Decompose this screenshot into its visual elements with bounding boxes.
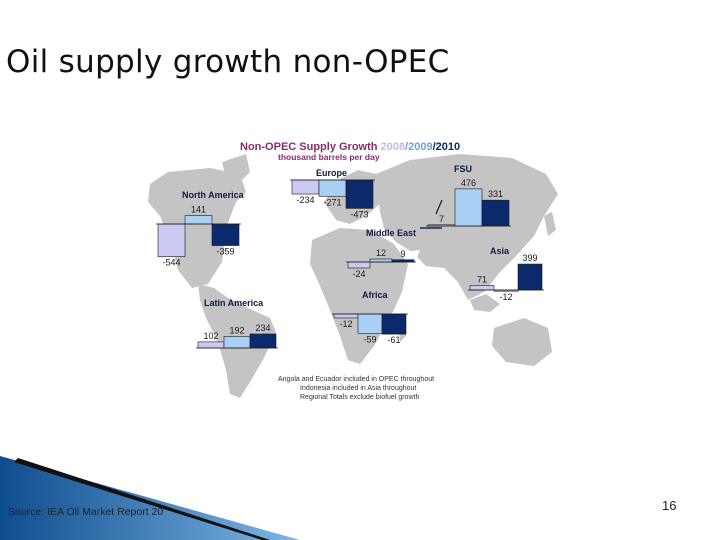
data-label-europe-2009: -271 — [323, 197, 341, 207]
fsu-leader-line — [435, 199, 443, 215]
data-label-asia-2008: 71 — [477, 274, 487, 284]
data-label-middle-east-2009: 12 — [376, 248, 386, 258]
north-america-landmass — [148, 168, 246, 288]
japan-landmass — [544, 212, 556, 236]
chart-title-prefix: Non-OPEC Supply Growth — [240, 141, 381, 153]
bar-middle-east-2009 — [369, 258, 393, 263]
chart-title-year-2008: 2008 — [381, 141, 405, 153]
data-label-asia-2010: 399 — [522, 253, 537, 263]
data-label-north-america-2009: 141 — [191, 205, 206, 215]
bar-africa-2010 — [381, 313, 407, 335]
slide-title: Oil supply growth non-OPEC — [6, 44, 450, 80]
region-name-asia: Asia — [490, 246, 510, 256]
bar-fsu-2009 — [454, 188, 483, 227]
bar-fsu-2010 — [481, 199, 510, 227]
data-label-north-america-2008: -544 — [162, 258, 180, 268]
footer-decoration — [0, 456, 300, 540]
chart-subtitle: thousand barrels per day — [278, 152, 380, 162]
data-label-africa-2009: -59 — [363, 334, 376, 344]
page-number: 16 — [662, 498, 677, 513]
bar-africa-2008 — [333, 313, 359, 319]
data-label-latin-america-2008: 102 — [203, 331, 218, 341]
chart-svg: Non-OPEC Supply Growth 2008/2009/2010 th… — [148, 141, 558, 401]
bar-north-america-2010 — [211, 223, 240, 246]
chart-title: Non-OPEC Supply Growth 2008/2009/2010 — [240, 141, 460, 153]
footer-black-stroke — [14, 458, 270, 540]
region-group-middle-east: Middle East -24 12 9 — [346, 228, 416, 279]
region-name-europe: Europe — [316, 168, 347, 178]
bar-europe-2009 — [318, 179, 347, 197]
region-group-africa: Africa -12 -59 -61 — [332, 290, 408, 345]
data-label-north-america-2010: -359 — [216, 247, 234, 257]
data-label-middle-east-2008: -24 — [352, 269, 365, 279]
data-label-asia-2009: -12 — [499, 292, 512, 302]
chart-title-year-2010: /2010 — [433, 141, 461, 153]
data-label-europe-2010: -473 — [350, 209, 368, 219]
bar-asia-2008 — [469, 285, 495, 291]
region-name-latin-america: Latin America — [204, 298, 264, 308]
data-label-europe-2008: -234 — [296, 195, 314, 205]
data-label-fsu-2008: 7 — [439, 214, 444, 224]
region-name-north-america: North America — [182, 190, 245, 200]
data-label-middle-east-2010: 9 — [400, 249, 405, 259]
bar-europe-2008 — [291, 179, 320, 195]
chart-notes: Angola and Ecuador included in OPEC thro… — [278, 376, 434, 401]
region-name-middle-east: Middle East — [366, 228, 416, 238]
region-group-europe: Europe -234 -271 -473 — [290, 168, 375, 219]
region-name-fsu: FSU — [454, 164, 472, 174]
source-citation: Source: IEA Oil Market Report 20 — [8, 506, 164, 518]
bar-middle-east-2008 — [347, 261, 371, 269]
bar-latin-america-2008 — [197, 341, 225, 349]
australia-landmass — [492, 318, 552, 366]
data-label-latin-america-2009: 192 — [229, 325, 244, 335]
greenland-landmass — [222, 154, 250, 184]
region-name-africa: Africa — [362, 290, 389, 300]
supply-growth-figure: Non-OPEC Supply Growth 2008/2009/2010 th… — [140, 132, 580, 402]
bar-north-america-2008 — [157, 223, 186, 257]
bar-asia-2010 — [517, 263, 543, 291]
bar-africa-2009 — [357, 313, 383, 334]
bar-europe-2010 — [345, 179, 374, 209]
region-group-latin-america: Latin America 102 192 234 — [196, 298, 278, 349]
region-group-asia: Asia 71 -12 399 — [468, 246, 544, 302]
data-label-africa-2008: -12 — [339, 319, 352, 329]
asia-landmass — [376, 154, 558, 300]
data-label-africa-2010: -61 — [387, 335, 400, 345]
chart-note: Indonesia included in Asia throughout — [300, 385, 416, 392]
data-label-fsu-2009: 476 — [461, 178, 476, 188]
chart-note: Angola and Ecuador included in OPEC thro… — [278, 376, 434, 383]
southeast-asia-islands — [470, 294, 500, 312]
bar-north-america-2009 — [184, 215, 213, 225]
bar-latin-america-2010 — [249, 333, 277, 349]
bar-latin-america-2009 — [223, 336, 251, 349]
region-group-north-america: North America -544 141 -359 — [156, 190, 245, 268]
chart-note: Regional Totals exclude biofuel growth — [300, 394, 419, 401]
chart-title-year-2009: /2009 — [405, 141, 433, 153]
region-group-fsu: FSU 7 476 331 — [426, 164, 511, 227]
region-bar-groups: North America -544 141 -359 Europe -234 -271 -4… — [156, 164, 544, 349]
data-label-fsu-2010: 331 — [488, 189, 503, 199]
persian-gulf — [404, 250, 420, 260]
data-label-latin-america-2010: 234 — [255, 323, 270, 333]
